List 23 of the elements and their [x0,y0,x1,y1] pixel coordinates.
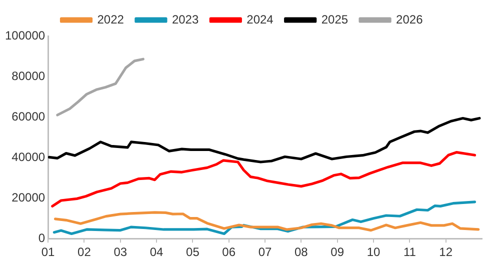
x-tick-label: 06 [222,245,236,260]
x-tick-label: 01 [41,245,56,260]
legend-label: 2022 [97,12,124,26]
legend-label: 2026 [396,12,424,26]
x-tick-label: 11 [403,245,416,260]
x-tick-label: 09 [330,245,344,260]
x-tick-label: 05 [186,245,200,260]
y-tick-label: 20000 [12,190,46,204]
legend-label: 2024 [246,12,274,26]
y-tick-label: 40000 [12,150,46,164]
x-tick-label: 04 [150,245,164,260]
x-tick-label: 10 [366,245,381,260]
x-tick-label: 02 [78,245,92,260]
x-tick-label: 08 [294,245,308,260]
y-tick-label: 80000 [12,68,46,83]
legend-label: 2023 [172,12,199,26]
y-tick-label: 100000 [4,28,46,42]
x-tick-label: 12 [439,245,453,260]
y-tick-label: 60000 [12,109,46,124]
x-tick-label: 03 [114,245,128,260]
legend-label: 2025 [321,12,348,26]
x-tick-label: 07 [258,245,272,260]
y-tick-label: 0 [38,230,46,245]
